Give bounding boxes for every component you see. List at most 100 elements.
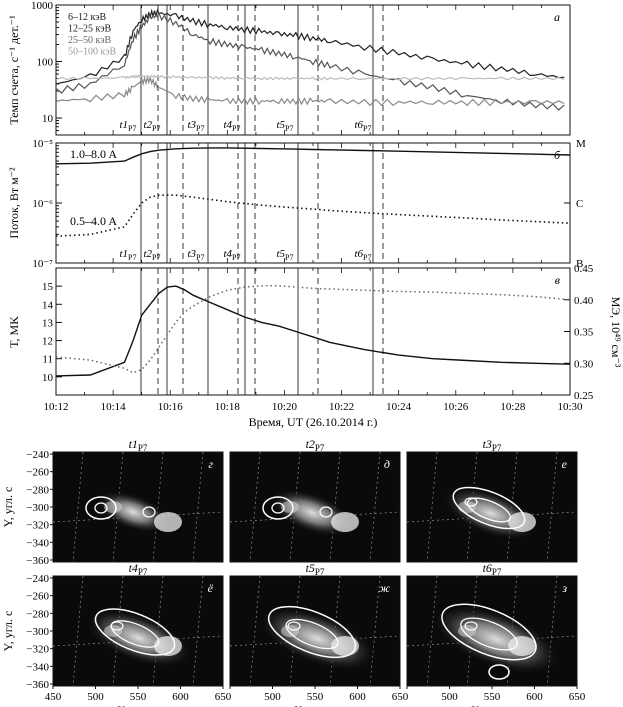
image-panel-title: t5Р7: [306, 561, 325, 577]
image-panel-title: t3Р7: [483, 437, 502, 453]
image-panel-title: t2Р7: [306, 437, 325, 453]
y2-tick-label: 0.25: [574, 390, 594, 402]
y-tick-label: 15: [42, 281, 54, 293]
euv-kernel: [281, 501, 299, 513]
hxr-contour: [271, 502, 285, 514]
image-x-tick-label: 450: [45, 691, 62, 703]
heliographic-grid: [249, 451, 261, 563]
hxr-contour: [466, 497, 512, 523]
hxr-contour: [460, 617, 518, 651]
time-marker-label: t6Р7: [354, 248, 371, 262]
y-tick-label: 100: [37, 56, 54, 68]
time-marker-label: t1Р7: [119, 119, 136, 133]
image-x-axis-label: X, угл. с: [471, 703, 513, 707]
y-axis-label: Темп счета, с⁻¹ дет.⁻¹: [7, 15, 21, 125]
heliographic-grid: [546, 451, 558, 563]
euv-kernel: [331, 512, 359, 532]
image-y-tick-label: −320: [26, 520, 49, 532]
time-marker-label: t2Р7: [143, 119, 160, 133]
time-marker-label: t5Р7: [276, 119, 293, 133]
time-marker-label: t4Р7: [223, 248, 240, 262]
image-x-tick-label: 600: [349, 691, 366, 703]
x-tick-label: 10:30: [557, 401, 583, 413]
image-x-tick-label: 650: [392, 691, 409, 703]
image-x-tick-label: 550: [130, 691, 147, 703]
euv-kernel: [104, 501, 122, 513]
y-axis-label: T, MK: [7, 316, 21, 348]
plot-frame-1: [55, 4, 571, 136]
image-panel-title: t4Р7: [129, 561, 148, 577]
time-marker-label: t3Р7: [187, 119, 204, 133]
heliographic-grid: [426, 575, 438, 687]
y-tick-label: 14: [42, 299, 54, 311]
image-y-tick-label: −360: [26, 679, 49, 691]
series-line-2: [55, 11, 565, 111]
legend-entry: 12–25 кэВ: [68, 24, 112, 35]
heliographic-grid: [369, 451, 381, 563]
y-tick-label: 10: [42, 372, 54, 384]
image-x-tick-label: 500: [264, 691, 281, 703]
y-tick-label: 10: [42, 113, 54, 125]
time-marker-label: t3Р7: [187, 248, 204, 262]
euv-kernel: [281, 625, 299, 637]
hxr-contour: [285, 618, 339, 650]
flare-class-label: B: [576, 258, 583, 270]
time-marker-label: t1Р7: [119, 248, 136, 262]
plot-frame-3: [55, 267, 571, 396]
y-axis-label: Поток, Вт м⁻²: [7, 167, 21, 239]
euv-kernel: [154, 636, 182, 656]
y-tick-label: 12: [42, 336, 53, 348]
image-y-tick-label: −280: [26, 484, 49, 496]
x-axis-label: Время, UT (26.10.2014 г.): [249, 415, 378, 429]
temperature-series: [55, 285, 571, 377]
image-y-tick-label: −260: [26, 591, 49, 603]
y-tick-label: 10⁻⁶: [32, 198, 53, 210]
legend-entry: 25–50 кэВ: [68, 35, 112, 46]
panel-letter: а: [554, 10, 560, 24]
image-panel-6: t6Р7 з: [406, 561, 578, 687]
image-panel-2: t2Р7 д: [229, 437, 401, 563]
image-x-tick-label: 550: [484, 691, 501, 703]
flux-series-1: [55, 147, 571, 165]
image-y-axis-label: Y, угл. с: [1, 611, 15, 652]
heliographic-grid: [249, 575, 261, 687]
image-x-tick-label: 650: [569, 691, 586, 703]
image-y-tick-label: −300: [26, 626, 49, 638]
hxr-contour: [142, 506, 156, 518]
x-tick-label: 10:28: [500, 401, 526, 413]
image-panel-letter: ё: [208, 581, 214, 595]
image-panel-3: t3Р7 е: [406, 437, 578, 563]
hxr-contour: [488, 664, 510, 680]
image-x-tick-label: 600: [526, 691, 543, 703]
image-panel-title: t6Р7: [483, 561, 502, 577]
x-tick-label: 10:12: [43, 401, 68, 413]
plot-frame-2: [55, 142, 571, 264]
image-panel-title: t1Р7: [129, 437, 148, 453]
hxr-contour: [85, 496, 117, 520]
flux-series-2: [55, 194, 571, 237]
image-x-tick-label: 550: [307, 691, 324, 703]
hxr-contour: [452, 486, 526, 530]
image-panel-5: t5Р7 ж: [229, 561, 401, 687]
image-y-tick-label: −260: [26, 467, 49, 479]
image-x-tick-label: 650: [215, 691, 232, 703]
y2-tick-label: 0.45: [574, 263, 594, 275]
image-panel-letter: з: [561, 581, 567, 595]
image-y-tick-label: −300: [26, 502, 49, 514]
y2-tick-label: 0.30: [574, 358, 594, 370]
series-line-3: [55, 75, 565, 107]
time-marker-label: t4Р7: [223, 119, 240, 133]
image-y-tick-label: −360: [26, 555, 49, 567]
time-marker-label: t2Р7: [143, 248, 160, 262]
heliographic-grid: [369, 575, 381, 687]
y-tick-label: 10⁻⁷: [32, 258, 53, 270]
flare-class-label: C: [576, 198, 583, 210]
y2-tick-label: 0.40: [574, 295, 594, 307]
hxr-contour: [267, 605, 357, 659]
series-label: 0.5–4.0 A: [70, 214, 117, 228]
image-panel-letter: е: [562, 457, 568, 471]
image-panel-letter: ж: [379, 581, 390, 595]
hxr-contour: [262, 496, 294, 520]
image-y-tick-label: −340: [26, 537, 49, 549]
